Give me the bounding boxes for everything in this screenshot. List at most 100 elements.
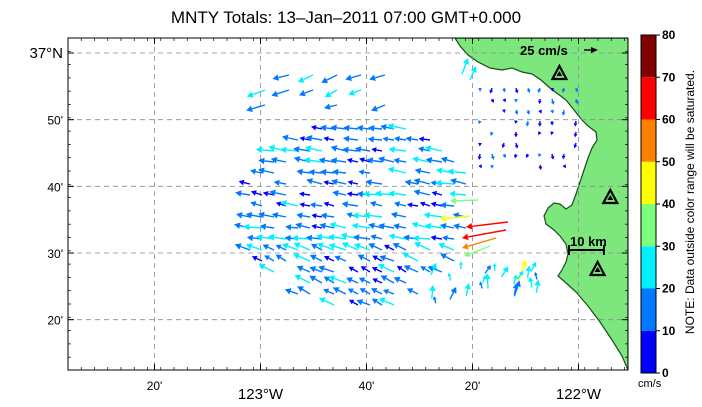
- current-vector: [423, 212, 443, 219]
- current-vector: [308, 168, 323, 176]
- current-vector: [502, 87, 507, 93]
- current-vector: [440, 253, 455, 262]
- current-vector: [514, 131, 518, 138]
- current-vector: [359, 288, 371, 295]
- current-vector: [371, 288, 383, 295]
- current-vector: [383, 244, 395, 251]
- current-vector: [329, 222, 347, 229]
- current-vector: [450, 197, 479, 205]
- current-vector: [514, 120, 518, 125]
- current-vector: [298, 89, 314, 97]
- current-vector: [478, 164, 482, 169]
- current-vector: [246, 89, 266, 98]
- current-vector: [250, 201, 263, 207]
- current-vector: [356, 124, 371, 132]
- current-vector: [387, 166, 407, 174]
- current-vector: [388, 233, 407, 240]
- current-vector: [406, 202, 419, 208]
- current-vector: [296, 212, 311, 219]
- current-vector: [502, 109, 506, 114]
- colorbar-segment-3: [641, 204, 656, 247]
- current-vector: [351, 222, 371, 230]
- current-vector: [331, 178, 347, 186]
- current-vector: [439, 201, 455, 209]
- lon-tick-label-4: 122°W: [556, 386, 602, 403]
- current-vector: [318, 157, 335, 164]
- current-vector: [297, 286, 311, 295]
- current-vector: [319, 222, 335, 230]
- current-vector: [406, 288, 419, 295]
- colorbar-tick-label-0: 0: [662, 366, 669, 380]
- current-vector: [393, 223, 407, 230]
- axis-tick-labels: 20' 123°W 40' 20' 122°W 37°N 50' 40' 30' 20': [29, 45, 601, 403]
- current-vector: [448, 190, 467, 198]
- current-vector: [280, 146, 299, 154]
- current-vector: [538, 109, 542, 114]
- current-vector: [573, 131, 578, 138]
- axis-ticks: [67, 37, 628, 370]
- colorbar-segment-2: [641, 246, 656, 289]
- current-vector: [366, 157, 383, 164]
- current-vector: [323, 288, 335, 295]
- current-vector: [242, 223, 263, 231]
- current-vector: [420, 266, 431, 273]
- current-vector: [328, 234, 347, 241]
- lat-tick-label-2: 40': [47, 180, 63, 194]
- current-vector: [309, 266, 323, 273]
- current-vector: [258, 211, 275, 219]
- current-vector: [514, 87, 519, 94]
- current-vector: [332, 287, 347, 295]
- current-vector: [377, 263, 395, 273]
- current-vector: [477, 153, 482, 160]
- current-vector: [258, 167, 275, 174]
- current-vector: [439, 223, 455, 230]
- current-vector: [250, 190, 263, 196]
- current-vector: [466, 221, 509, 230]
- colorbar-tick-label-2: 20: [662, 282, 676, 296]
- current-vector: [262, 190, 275, 197]
- current-vector: [320, 124, 335, 132]
- current-vector: [293, 253, 311, 262]
- current-vector: [464, 245, 491, 257]
- current-vector: [282, 242, 299, 251]
- current-vector: [321, 74, 338, 84]
- current-vector: [304, 145, 323, 152]
- current-vector: [450, 178, 467, 185]
- current-vector: [262, 244, 275, 251]
- current-vector: [438, 242, 455, 251]
- current-vector: [348, 299, 359, 306]
- current-vector: [550, 153, 555, 160]
- current-vector: [573, 120, 578, 127]
- current-vector: [353, 243, 371, 251]
- reference-vector: 25 cm/s: [520, 43, 598, 58]
- current-vector: [412, 234, 431, 242]
- current-vector: [323, 201, 335, 207]
- current-vector: [299, 136, 311, 142]
- current-vector: [479, 281, 483, 289]
- current-vector: [550, 120, 554, 126]
- colorbar-segment-1: [641, 288, 656, 331]
- current-vector: [550, 87, 554, 92]
- current-vector: [525, 120, 530, 127]
- plot-area[interactable]: [67, 37, 646, 371]
- current-vector: [550, 98, 555, 105]
- current-vector: [461, 58, 469, 75]
- radar-stations: [550, 63, 620, 277]
- current-vector: [359, 157, 371, 163]
- current-vector: [419, 201, 431, 207]
- current-vector: [295, 222, 311, 229]
- current-vector: [368, 222, 383, 230]
- current-vector: [482, 274, 487, 284]
- current-vector: [347, 288, 359, 295]
- current-vector: [530, 261, 537, 272]
- current-vector: [342, 146, 359, 154]
- radar-station-marker: [550, 63, 569, 81]
- current-vector: [360, 266, 371, 273]
- current-vector: [514, 142, 519, 149]
- lat-tick-label-0: 37°N: [29, 45, 63, 62]
- current-vector: [348, 266, 359, 273]
- radar-station-marker: [588, 259, 607, 277]
- current-vector: [347, 180, 359, 186]
- current-vector: [372, 255, 383, 262]
